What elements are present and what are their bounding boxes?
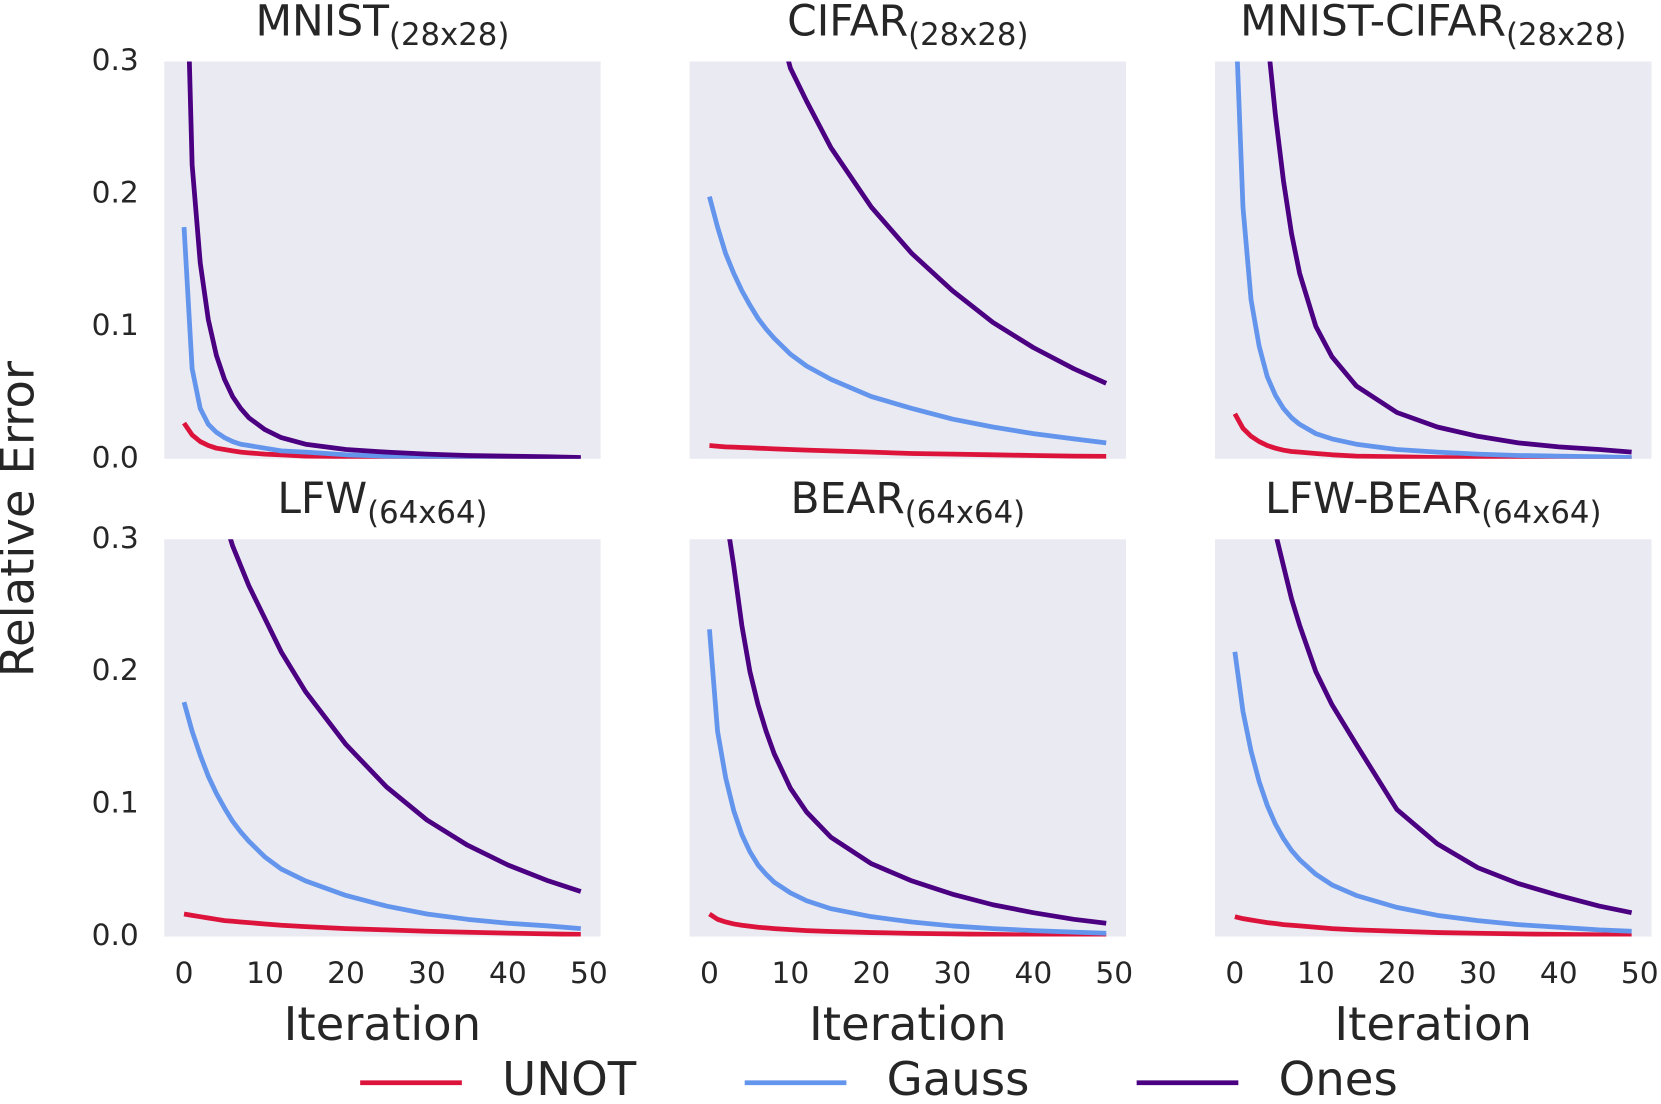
x-tick-label: 0 xyxy=(175,955,194,990)
subplot: BEAR(64x64) 0 10 20 30 40 50 Iteration xyxy=(689,474,1133,1051)
x-tick-label: 10 xyxy=(1297,955,1335,990)
series-line xyxy=(186,61,581,459)
subplot-title: LFW-BEAR(64x64) xyxy=(1265,474,1601,531)
title-main: BEAR xyxy=(791,474,905,523)
x-tick-label: 40 xyxy=(1014,955,1052,990)
y-tick-label: 0.3 xyxy=(92,42,139,77)
plot-background xyxy=(1215,61,1652,459)
series-line xyxy=(183,911,581,937)
x-tick-label: 40 xyxy=(489,955,527,990)
x-tick-label: 30 xyxy=(933,955,971,990)
plot-background xyxy=(1215,539,1652,937)
x-tick-label: 30 xyxy=(408,955,446,990)
series-line xyxy=(708,912,1107,937)
y-tick-label: 0.2 xyxy=(92,652,139,687)
y-tick-label: 0.1 xyxy=(92,307,139,342)
y-tick-label: 0.0 xyxy=(92,439,139,474)
x-tick-label: 0 xyxy=(700,955,719,990)
subplot: LFW(64x64) 0.0 0.1 0.2 0.3 0 10 20 30 40 50 Iterati… xyxy=(92,474,608,1051)
subplot: CIFAR(28x28) xyxy=(689,0,1127,459)
x-axis-label: Iteration xyxy=(809,997,1007,1051)
title-main: MNIST xyxy=(255,0,389,45)
subplot-title: LFW(64x64) xyxy=(277,474,487,531)
title-subscript: (28x28) xyxy=(1506,17,1626,53)
title-subscript: (28x28) xyxy=(389,17,509,53)
legend-label: Gauss xyxy=(887,1052,1030,1104)
x-tick-label: 0 xyxy=(1225,955,1244,990)
series-line xyxy=(1232,651,1632,934)
series-line xyxy=(707,195,1107,446)
x-tick-label: 20 xyxy=(853,955,891,990)
y-tick-label: 0.2 xyxy=(92,174,139,209)
title-subscript: (64x64) xyxy=(905,494,1025,530)
x-tick-label: 20 xyxy=(327,955,365,990)
series-line xyxy=(709,443,1107,459)
legend-label: Ones xyxy=(1279,1052,1398,1104)
series-line xyxy=(727,539,1107,926)
subplot-title: MNIST-CIFAR(28x28) xyxy=(1240,0,1626,53)
series-line xyxy=(181,701,581,931)
x-tick-label: 10 xyxy=(772,955,810,990)
title-main: LFW-BEAR xyxy=(1265,474,1481,523)
subplot: MNIST(28x28) 0.0 0.1 0.2 0.3 xyxy=(92,0,601,474)
y-axis-label: Relative Error xyxy=(0,360,45,677)
x-tick-label: 50 xyxy=(1095,955,1133,990)
series-line xyxy=(707,629,1107,936)
title-main: MNIST-CIFAR xyxy=(1240,0,1506,45)
x-tick-label: 30 xyxy=(1459,955,1497,990)
subplot-title: MNIST(28x28) xyxy=(255,0,509,53)
series-line xyxy=(1235,61,1632,459)
x-tick-label: 50 xyxy=(570,955,608,990)
series-line xyxy=(1234,914,1632,937)
subplot: MNIST-CIFAR(28x28) xyxy=(1215,0,1652,459)
y-tick-label: 0.1 xyxy=(92,785,139,820)
y-tick-label: 0.3 xyxy=(92,520,139,555)
plot-background xyxy=(689,61,1127,459)
title-subscript: (64x64) xyxy=(367,494,487,530)
series-line xyxy=(1267,61,1632,455)
subplot-title: CIFAR(28x28) xyxy=(787,0,1028,53)
plot-background xyxy=(164,61,601,459)
series-line xyxy=(1232,412,1632,459)
title-subscript: (64x64) xyxy=(1481,494,1601,530)
y-tick-label: 0.0 xyxy=(92,917,139,952)
x-axis-label: Iteration xyxy=(1334,997,1532,1051)
x-tick-label: 50 xyxy=(1621,955,1659,990)
x-tick-label: 20 xyxy=(1378,955,1416,990)
series-line xyxy=(228,539,582,894)
legend-label: UNOT xyxy=(502,1052,637,1104)
x-axis-label: Iteration xyxy=(284,997,482,1051)
x-tick-label: 10 xyxy=(246,955,284,990)
series-line xyxy=(786,61,1108,386)
subplot: LFW-BEAR(64x64) 0 10 20 30 40 50 Iteration xyxy=(1215,474,1659,1051)
subplot-title: BEAR(64x64) xyxy=(791,474,1026,531)
title-subscript: (28x28) xyxy=(908,17,1028,53)
title-main: LFW xyxy=(277,474,367,523)
title-main: CIFAR xyxy=(787,0,908,45)
x-tick-label: 40 xyxy=(1540,955,1578,990)
series-line xyxy=(1274,539,1633,916)
